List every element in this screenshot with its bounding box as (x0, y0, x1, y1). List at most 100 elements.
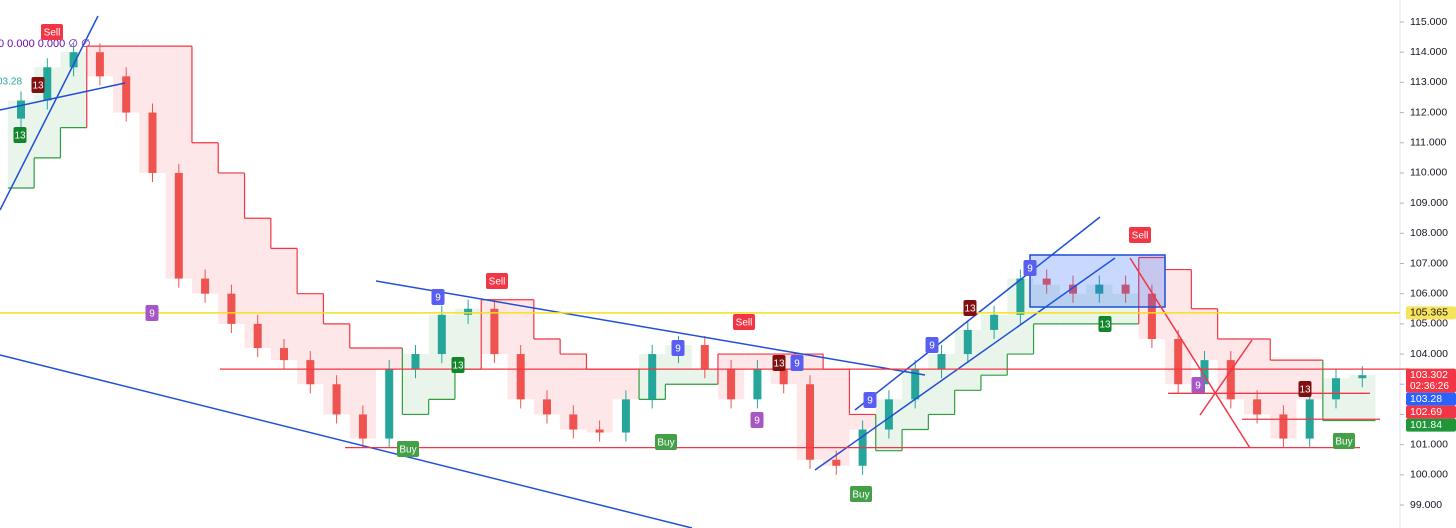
price-tag-label: 101.84 (1410, 419, 1442, 431)
candle-body (595, 429, 604, 433)
trend-line (0, 354, 693, 528)
y-tick-label: 99.000 (1410, 499, 1442, 511)
candle-body (832, 459, 841, 466)
signal-badge (1333, 433, 1355, 449)
candle-body (122, 76, 131, 113)
candle-body (753, 369, 762, 400)
trend-line (0, 82, 126, 111)
y-tick-label: 100.000 (1410, 469, 1448, 481)
price-tag-label: 105.365 (1410, 307, 1448, 319)
candle-body (17, 100, 25, 119)
signal-badge (451, 357, 465, 373)
candle-body (911, 369, 920, 400)
trend-line (1129, 257, 1251, 449)
y-tick-label: 101.000 (1410, 438, 1448, 450)
signal-badge (486, 273, 508, 289)
candle-body (1200, 360, 1209, 385)
y-tick-label: 112.000 (1410, 106, 1447, 118)
candle-body (411, 354, 420, 370)
candle-body (69, 52, 78, 68)
price-tag (1406, 306, 1456, 320)
signal-badge (772, 355, 786, 371)
trend-line (0, 15, 99, 211)
candle-body (727, 369, 736, 400)
signal-label: 13 (964, 304, 976, 315)
signal-badge (431, 289, 445, 305)
signal-label: Sell (44, 28, 61, 39)
signal-label: 9 (1027, 264, 1033, 275)
candle-body (201, 278, 210, 294)
signal-badge (863, 392, 877, 408)
candle-body (806, 384, 814, 460)
y-tick-label: 105.000 (1410, 318, 1448, 330)
signal-badge (671, 340, 685, 356)
signal-badge (963, 300, 977, 316)
candle-body (148, 112, 157, 173)
y-tick-label: 104.000 (1410, 348, 1448, 360)
signal-badge (655, 434, 677, 450)
countdown: 02:36:26 (1410, 381, 1449, 392)
candle-body (1095, 284, 1104, 294)
signal-badge (733, 314, 755, 330)
candle-body (280, 348, 288, 361)
candle-body (937, 354, 946, 370)
candle-body (1332, 378, 1340, 400)
signal-label: 13 (14, 131, 26, 142)
signal-badge (145, 305, 159, 321)
candle-body (332, 384, 341, 415)
signal-badge (41, 24, 63, 40)
signal-label: 9 (675, 344, 681, 355)
trend-line (1199, 339, 1253, 416)
signal-label: 9 (794, 359, 800, 370)
signal-badge (925, 337, 939, 353)
candle-body (1016, 278, 1025, 315)
candle-body (700, 345, 709, 370)
price-tag-label: 103.28 (1410, 393, 1442, 405)
signal-label: 9 (754, 416, 760, 427)
signal-badge (1098, 316, 1112, 332)
candle-body (253, 323, 262, 349)
signal-label: Buy (399, 445, 416, 456)
range-box (1029, 254, 1166, 308)
price-tag-label: 102.69 (1410, 406, 1442, 418)
candle-body (1279, 414, 1288, 439)
stop-area (376, 348, 403, 370)
candle-body (1121, 284, 1130, 294)
candle-body (1147, 293, 1156, 339)
candle-body (174, 172, 183, 279)
signal-label: Buy (1335, 437, 1352, 448)
candle-body (1358, 375, 1367, 379)
signal-badge (31, 77, 45, 93)
trend-line (375, 280, 926, 376)
signal-label: Sell (736, 318, 753, 329)
candle-body (779, 369, 788, 385)
y-tick-label: 111.000 (1410, 137, 1447, 149)
candle-body (990, 314, 999, 330)
cut-label: 03.28 (0, 77, 22, 88)
trend-line (814, 257, 1116, 471)
candle-body (1042, 278, 1051, 285)
candle-body (1069, 284, 1077, 294)
signal-badge (1298, 381, 1312, 397)
signal-badge (397, 441, 419, 457)
signal-badge (13, 127, 27, 143)
signal-label: 9 (867, 396, 873, 407)
y-tick-label: 113.000 (1410, 76, 1447, 88)
signal-label: 13 (1299, 385, 1311, 396)
candle-body (1253, 399, 1262, 415)
candle-body (569, 414, 578, 430)
candle-body (963, 329, 972, 355)
candle-body (1174, 338, 1183, 385)
price-tag (1406, 368, 1456, 393)
candle-body (621, 399, 630, 433)
signal-badge (750, 412, 764, 428)
signal-badge (790, 355, 804, 371)
signal-badge (1023, 260, 1037, 276)
candle-body (227, 293, 236, 324)
signal-label: 13 (1099, 320, 1111, 331)
signal-label: 9 (1195, 381, 1201, 392)
trend-lines (0, 15, 1253, 528)
